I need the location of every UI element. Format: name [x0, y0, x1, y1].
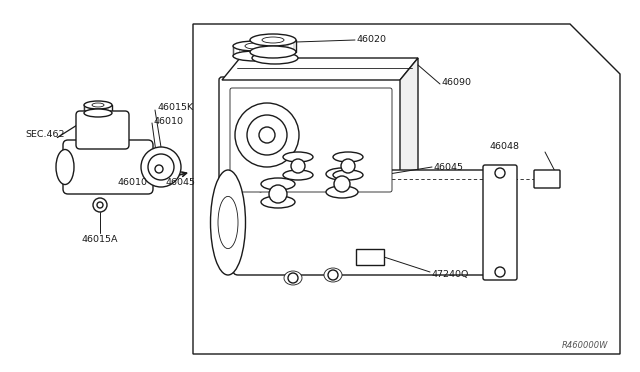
Bar: [356, 249, 384, 265]
Circle shape: [291, 159, 305, 173]
Ellipse shape: [250, 46, 296, 58]
Ellipse shape: [92, 103, 104, 107]
Circle shape: [141, 147, 181, 187]
Circle shape: [269, 185, 287, 203]
Circle shape: [495, 267, 505, 277]
Text: 46015K: 46015K: [157, 103, 193, 112]
Circle shape: [93, 198, 107, 212]
Polygon shape: [400, 58, 418, 200]
FancyBboxPatch shape: [219, 77, 403, 203]
Polygon shape: [193, 24, 620, 354]
Ellipse shape: [333, 170, 363, 180]
FancyBboxPatch shape: [76, 111, 129, 149]
FancyBboxPatch shape: [534, 170, 560, 188]
Circle shape: [259, 127, 275, 143]
Text: 46010: 46010: [154, 116, 184, 125]
Ellipse shape: [233, 41, 277, 51]
Circle shape: [328, 270, 338, 280]
Circle shape: [148, 154, 174, 180]
Ellipse shape: [245, 43, 265, 49]
FancyBboxPatch shape: [233, 170, 515, 275]
Ellipse shape: [284, 271, 302, 285]
Ellipse shape: [252, 52, 298, 64]
Text: 46020: 46020: [357, 35, 387, 44]
Circle shape: [495, 168, 505, 178]
Ellipse shape: [283, 170, 313, 180]
Text: 46010: 46010: [118, 177, 148, 186]
Ellipse shape: [56, 150, 74, 185]
Ellipse shape: [326, 186, 358, 198]
Ellipse shape: [283, 152, 313, 162]
Text: 46090: 46090: [442, 77, 472, 87]
Ellipse shape: [333, 152, 363, 162]
Ellipse shape: [218, 196, 238, 248]
Text: 47240Q: 47240Q: [432, 270, 469, 279]
Text: 46045: 46045: [434, 163, 464, 171]
Circle shape: [341, 159, 355, 173]
Circle shape: [97, 202, 103, 208]
Ellipse shape: [84, 101, 112, 109]
Ellipse shape: [211, 170, 246, 275]
Circle shape: [334, 176, 350, 192]
Circle shape: [288, 273, 298, 283]
Ellipse shape: [250, 34, 296, 46]
Circle shape: [155, 165, 163, 173]
Text: R460000W: R460000W: [562, 341, 608, 350]
FancyBboxPatch shape: [230, 88, 392, 192]
Ellipse shape: [233, 51, 277, 61]
FancyBboxPatch shape: [63, 140, 153, 194]
Polygon shape: [222, 58, 418, 80]
Ellipse shape: [262, 37, 284, 43]
Text: 46045: 46045: [165, 177, 195, 186]
Ellipse shape: [326, 168, 358, 180]
Ellipse shape: [324, 268, 342, 282]
Text: SEC.462: SEC.462: [25, 129, 65, 138]
Ellipse shape: [84, 109, 112, 117]
Ellipse shape: [261, 178, 295, 190]
Circle shape: [235, 103, 299, 167]
Text: 46015A: 46015A: [82, 234, 118, 244]
FancyBboxPatch shape: [483, 165, 517, 280]
Circle shape: [247, 115, 287, 155]
Text: 46048: 46048: [490, 141, 520, 151]
Ellipse shape: [261, 196, 295, 208]
